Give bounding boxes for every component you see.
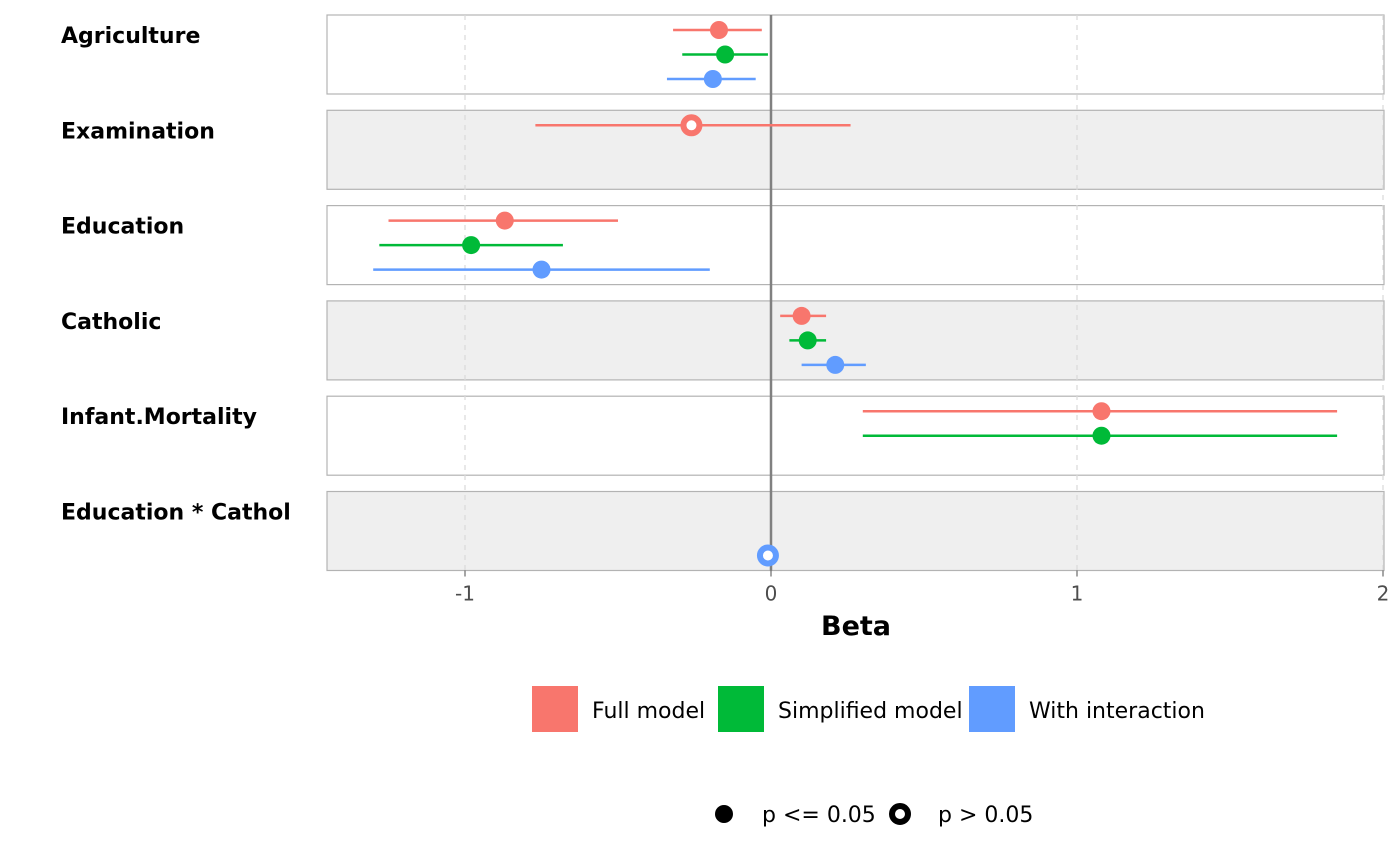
estimate-point-nonsignificant	[680, 114, 703, 137]
legend-series-label: With interaction	[1029, 699, 1205, 724]
estimate-point	[798, 331, 817, 350]
legend-significance-label: p <= 0.05	[762, 803, 876, 828]
x-axis-title: Beta	[821, 611, 891, 642]
x-tick-label: -1	[455, 582, 475, 606]
x-axis: -1 0 1 2	[455, 570, 1390, 606]
term-label: Examination	[61, 119, 215, 144]
estimate-point	[1092, 426, 1111, 445]
term-panel	[326, 109, 1385, 190]
estimate-point	[826, 355, 845, 374]
term-label: Catholic	[61, 310, 161, 335]
term-panel	[326, 490, 1385, 572]
estimate-point	[703, 70, 722, 88]
term-label: Infant.Mortality	[61, 405, 257, 430]
x-tick-label: 1	[1071, 582, 1084, 606]
term-label: Agriculture	[61, 24, 200, 49]
legend-significance-label: p > 0.05	[938, 803, 1033, 828]
term-panel	[326, 300, 1385, 381]
estimate-point	[532, 260, 551, 279]
x-tick-label: 0	[765, 582, 778, 606]
estimate-point	[792, 306, 811, 325]
vertical-gridlines	[464, 15, 1384, 571]
legend-series-label: Simplified model	[778, 699, 963, 724]
color-legend: Full model Simplified model With interacti…	[532, 686, 1205, 732]
legend-significant-symbol	[715, 805, 733, 823]
estimate-point	[1092, 402, 1111, 421]
term-label: Education	[61, 215, 184, 240]
term-panel	[326, 14, 1385, 95]
estimate-point-nonsignificant	[756, 544, 779, 567]
term-label: Education * Cathol	[61, 501, 291, 526]
legend-nonsignificant-symbol	[889, 803, 911, 825]
legend-series-label: Full model	[592, 699, 705, 724]
estimate-point	[709, 21, 728, 39]
estimate-point	[462, 236, 481, 255]
estimate-marks	[373, 21, 1338, 567]
estimate-point	[716, 45, 735, 64]
significance-legend: p <= 0.05 p > 0.05	[715, 803, 1033, 828]
estimate-point	[495, 211, 514, 230]
legend-color-key	[532, 686, 578, 732]
legend-color-key	[718, 686, 764, 732]
legend-color-key	[969, 686, 1015, 732]
term-panels	[326, 14, 1385, 572]
x-tick-label: 2	[1377, 582, 1390, 606]
term-labels: Agriculture Examination Education Catholic I…	[61, 24, 291, 526]
